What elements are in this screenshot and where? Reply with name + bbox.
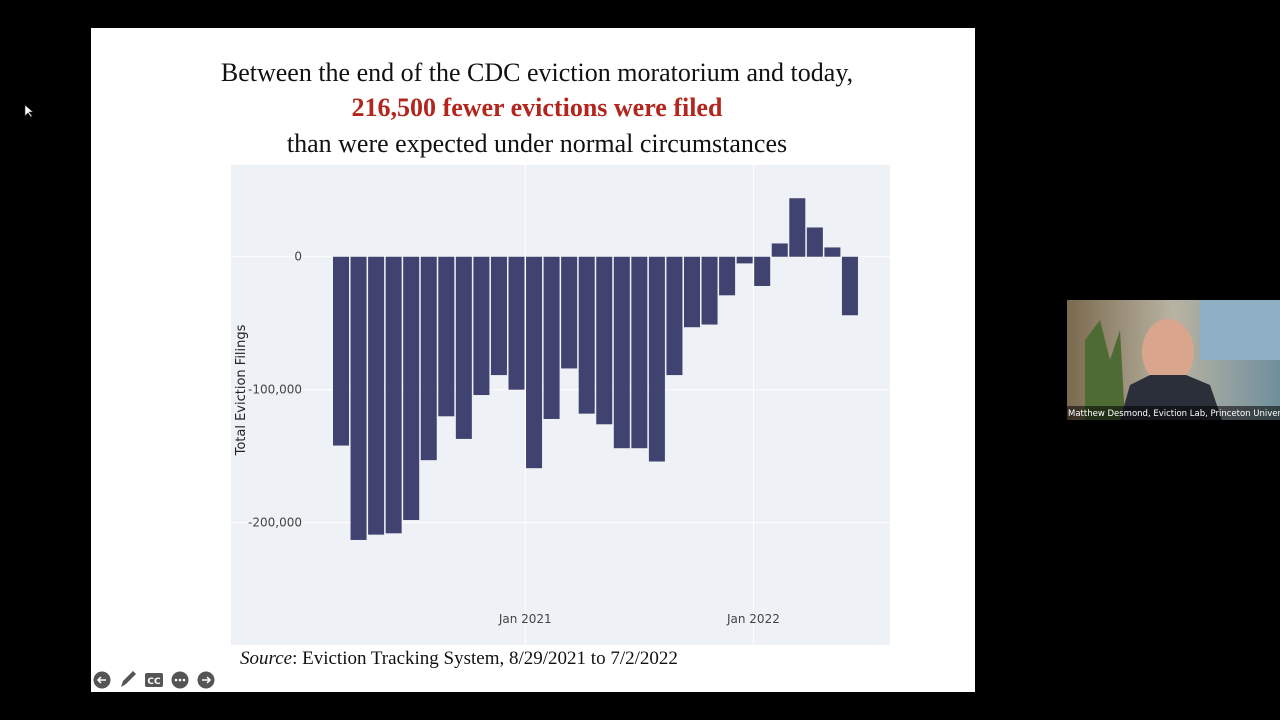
toolbar: CC: [93, 671, 215, 689]
source-text: : Eviction Tracking System, 8/29/2021 to…: [292, 648, 678, 669]
bar: [526, 256, 543, 469]
cc-button[interactable]: [145, 673, 163, 687]
x-tick-label: Jan 2022: [726, 612, 780, 626]
bar: [771, 243, 788, 257]
bar: [754, 256, 771, 286]
bar: [508, 256, 525, 390]
bar: [806, 227, 823, 257]
bar: [420, 256, 437, 461]
bar: [438, 256, 455, 417]
dot: [178, 678, 182, 682]
source-label: Source: [240, 648, 292, 669]
slide-highlight: 216,500 fewer evictions were filed: [352, 93, 723, 122]
x-tick-label: Jan 2021: [498, 612, 552, 626]
bar: [473, 256, 490, 396]
dot: [182, 678, 186, 682]
prev-icon: [96, 676, 106, 684]
bar: [684, 256, 700, 328]
bar: [596, 256, 613, 425]
y-axis-title: Total Eviction Filings: [234, 324, 249, 456]
y-tick-label: -100,000: [248, 383, 302, 397]
bar: [403, 256, 420, 521]
bar: [333, 256, 349, 446]
bar: [648, 256, 665, 462]
dot: [174, 678, 178, 682]
bar: [789, 198, 806, 257]
bar: [631, 256, 648, 449]
cc-label: CC: [147, 677, 161, 687]
bar: [385, 256, 402, 534]
bar: [666, 256, 683, 376]
mouse-cursor: [24, 104, 34, 118]
slide-title: than were expected under normal circumst…: [287, 129, 787, 158]
bar: [613, 256, 630, 449]
y-tick-label: 0: [294, 250, 302, 264]
bar: [543, 256, 560, 419]
bar: [490, 256, 507, 376]
bar: [824, 247, 841, 257]
bar: [701, 256, 718, 325]
bar: [561, 256, 578, 369]
bar: [350, 256, 367, 540]
window-view: [1200, 300, 1280, 360]
bar: [841, 256, 858, 316]
chart: -200,000 -100,000 0 Jan 2021 Jan 2022: [231, 165, 890, 645]
source-note: Source: Eviction Tracking System, 8/29/2…: [240, 648, 678, 669]
y-tick-label: -200,000: [248, 516, 302, 530]
bar: [736, 256, 753, 264]
plant: [1085, 320, 1125, 420]
webcam-caption: Matthew Desmond, Eviction Lab, Princeton…: [1068, 409, 1280, 419]
slide-title: Between the end of the CDC eviction mora…: [221, 58, 853, 87]
bar: [455, 256, 472, 439]
webcam: Matthew Desmond, Eviction Lab, Princeton…: [1067, 300, 1280, 420]
bar: [578, 256, 595, 414]
pen-button[interactable]: [121, 671, 136, 687]
caption-bar: [1067, 406, 1280, 420]
bar: [368, 256, 385, 535]
next-icon: [202, 676, 212, 684]
person-head: [1142, 319, 1194, 385]
bar: [719, 256, 736, 296]
